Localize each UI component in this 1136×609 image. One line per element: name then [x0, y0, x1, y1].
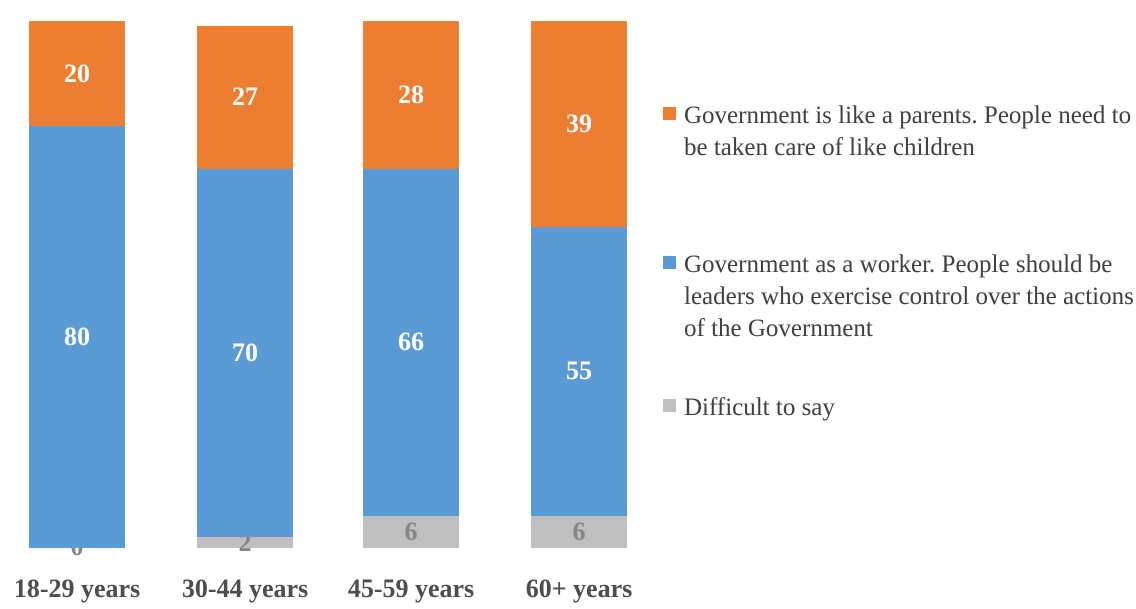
legend-item-label: Government as a worker. People should be…: [684, 251, 1134, 342]
bar-segment: [531, 516, 627, 548]
bar-segment: [197, 26, 293, 169]
bar-segment: [363, 168, 459, 517]
bar-segment: [363, 21, 459, 169]
category-axis-label: 18-29 years: [13, 574, 141, 603]
category-axis-label: 60+ years: [525, 574, 633, 603]
legend-marker-gray-icon: [663, 399, 676, 412]
legend-marker-blue-icon: [663, 256, 676, 269]
legend-item-difficult-to-say: Difficult to say: [663, 392, 1136, 424]
bar-segment: [29, 126, 125, 548]
category-axis-label: 45-59 years: [347, 574, 475, 603]
category-axis-label: 30-44 years: [181, 574, 309, 603]
legend-marker-orange-icon: [663, 107, 676, 120]
legend-item-label: Government is like a parents. People nee…: [684, 102, 1132, 161]
bar-segment: [197, 537, 293, 548]
bar-segment: [29, 21, 125, 127]
bar-segment: [363, 516, 459, 548]
legend-item-government-parents: Government is like a parents. People nee…: [663, 100, 1136, 164]
legend-item-government-worker: Government as a worker. People should be…: [663, 249, 1136, 345]
bar-segment: [197, 168, 293, 538]
legend-item-label: Difficult to say: [684, 394, 835, 421]
bar-segment: [531, 21, 627, 227]
bar-segment: [531, 226, 627, 517]
